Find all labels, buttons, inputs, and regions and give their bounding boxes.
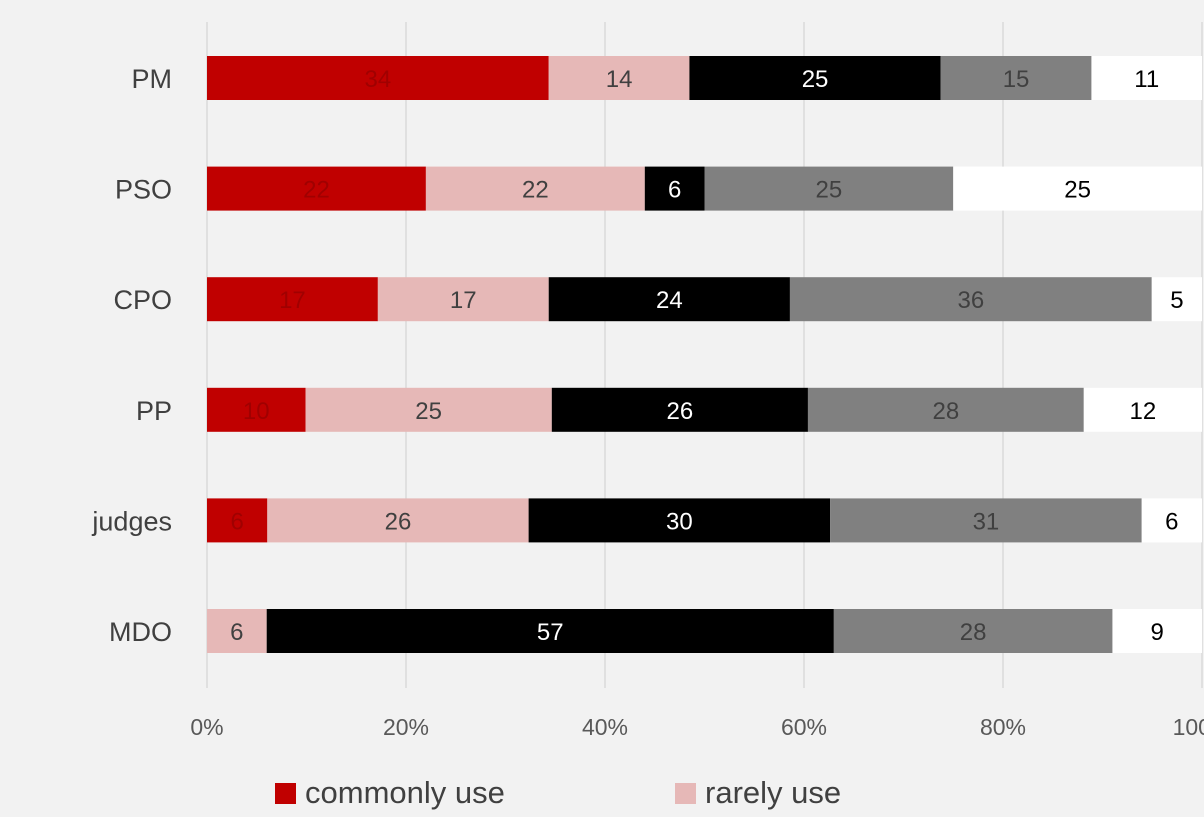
data-label: 10 [243, 398, 270, 425]
bar-segment [548, 277, 790, 322]
data-label: 6 [1165, 508, 1178, 535]
data-label: 6 [230, 619, 243, 646]
data-label: 6 [668, 177, 681, 204]
legend-item: commonly use [275, 775, 505, 810]
legend-swatch [275, 783, 296, 804]
bar-segment [1141, 498, 1202, 543]
data-label: 6 [230, 508, 243, 535]
data-label: 25 [802, 66, 829, 93]
category-label: MDO [109, 617, 172, 647]
bar-row: 17 17 24 36 5 [207, 277, 1202, 322]
bar-segment [425, 166, 645, 211]
bar-segment [528, 498, 831, 543]
bar-segment [689, 56, 941, 100]
data-label: 26 [385, 508, 412, 535]
category-label: CPO [113, 285, 172, 315]
legend-label: commonly use [305, 775, 505, 810]
data-label: 28 [960, 619, 987, 646]
legend: commonly use rarely use [275, 775, 841, 810]
bar-row: 10 25 26 28 12 [207, 387, 1202, 432]
bar-segment [789, 277, 1152, 322]
bar-segment [266, 609, 834, 653]
bar-row: 34 14 25 15 11 [207, 56, 1202, 100]
x-tick-label: 0% [190, 714, 223, 740]
value-axis: 0% 20% 40% 60% 80% 100% [190, 714, 1204, 740]
category-label: PP [136, 396, 172, 426]
bar-segment [1151, 277, 1202, 322]
bar-segment [548, 56, 690, 100]
bar-row: 6 26 30 31 6 [207, 498, 1202, 543]
data-label: 5 [1170, 287, 1183, 314]
bar-segment [953, 166, 1202, 211]
bar-segment [830, 498, 1142, 543]
x-tick-label: 80% [980, 714, 1026, 740]
x-tick-label: 20% [383, 714, 429, 740]
bar-row: 22 22 6 25 25 [207, 166, 1202, 211]
data-label: 36 [957, 287, 984, 314]
legend-item: rarely use [675, 775, 841, 810]
legend-swatch [675, 783, 696, 804]
data-label: 28 [933, 398, 960, 425]
data-label: 17 [279, 287, 306, 314]
bar-segment [267, 498, 529, 543]
data-label: 26 [667, 398, 694, 425]
bar-segment [940, 56, 1092, 100]
bar-segment [833, 609, 1113, 653]
data-label: 30 [666, 508, 693, 535]
bar-segment [704, 166, 954, 211]
category-label: PM [132, 64, 173, 94]
data-label: 25 [816, 177, 843, 204]
data-label: 12 [1130, 398, 1157, 425]
data-label: 57 [537, 619, 564, 646]
bar-segment [207, 609, 267, 653]
bar-segment [1091, 56, 1202, 100]
data-label: 11 [1134, 66, 1159, 93]
data-label: 24 [656, 287, 683, 314]
bar-segment [807, 387, 1084, 432]
bar-segment [207, 277, 378, 322]
bar-segment [207, 56, 549, 100]
x-tick-label: 60% [781, 714, 827, 740]
bar-segment [207, 166, 426, 211]
bar-segment [551, 387, 808, 432]
data-label: 15 [1003, 66, 1030, 93]
category-label: judges [91, 506, 172, 536]
bar-segment [1083, 387, 1202, 432]
data-label: 9 [1151, 619, 1164, 646]
bar-segment [1112, 609, 1202, 653]
data-label: 22 [522, 177, 549, 204]
category-label: PSO [115, 175, 172, 205]
data-label: 14 [606, 66, 633, 93]
bar-segment [305, 387, 552, 432]
gridlines [206, 22, 1203, 688]
bar-row: 6 57 28 9 [207, 609, 1202, 653]
data-label: 31 [973, 508, 1000, 535]
legend-label: rarely use [705, 775, 841, 810]
x-tick-label: 40% [582, 714, 628, 740]
data-label: 17 [450, 287, 477, 314]
bar-segment [207, 387, 306, 432]
data-label: 25 [1064, 177, 1091, 204]
category-axis: PM PSO CPO PP judges MDO [91, 64, 172, 647]
bar-segment [377, 277, 549, 322]
data-label: 25 [415, 398, 442, 425]
data-label: 34 [365, 66, 392, 93]
data-label: 22 [303, 177, 330, 204]
bar-segment [644, 166, 705, 211]
x-tick-label: 100% [1173, 714, 1204, 740]
bar-segment [207, 498, 268, 543]
